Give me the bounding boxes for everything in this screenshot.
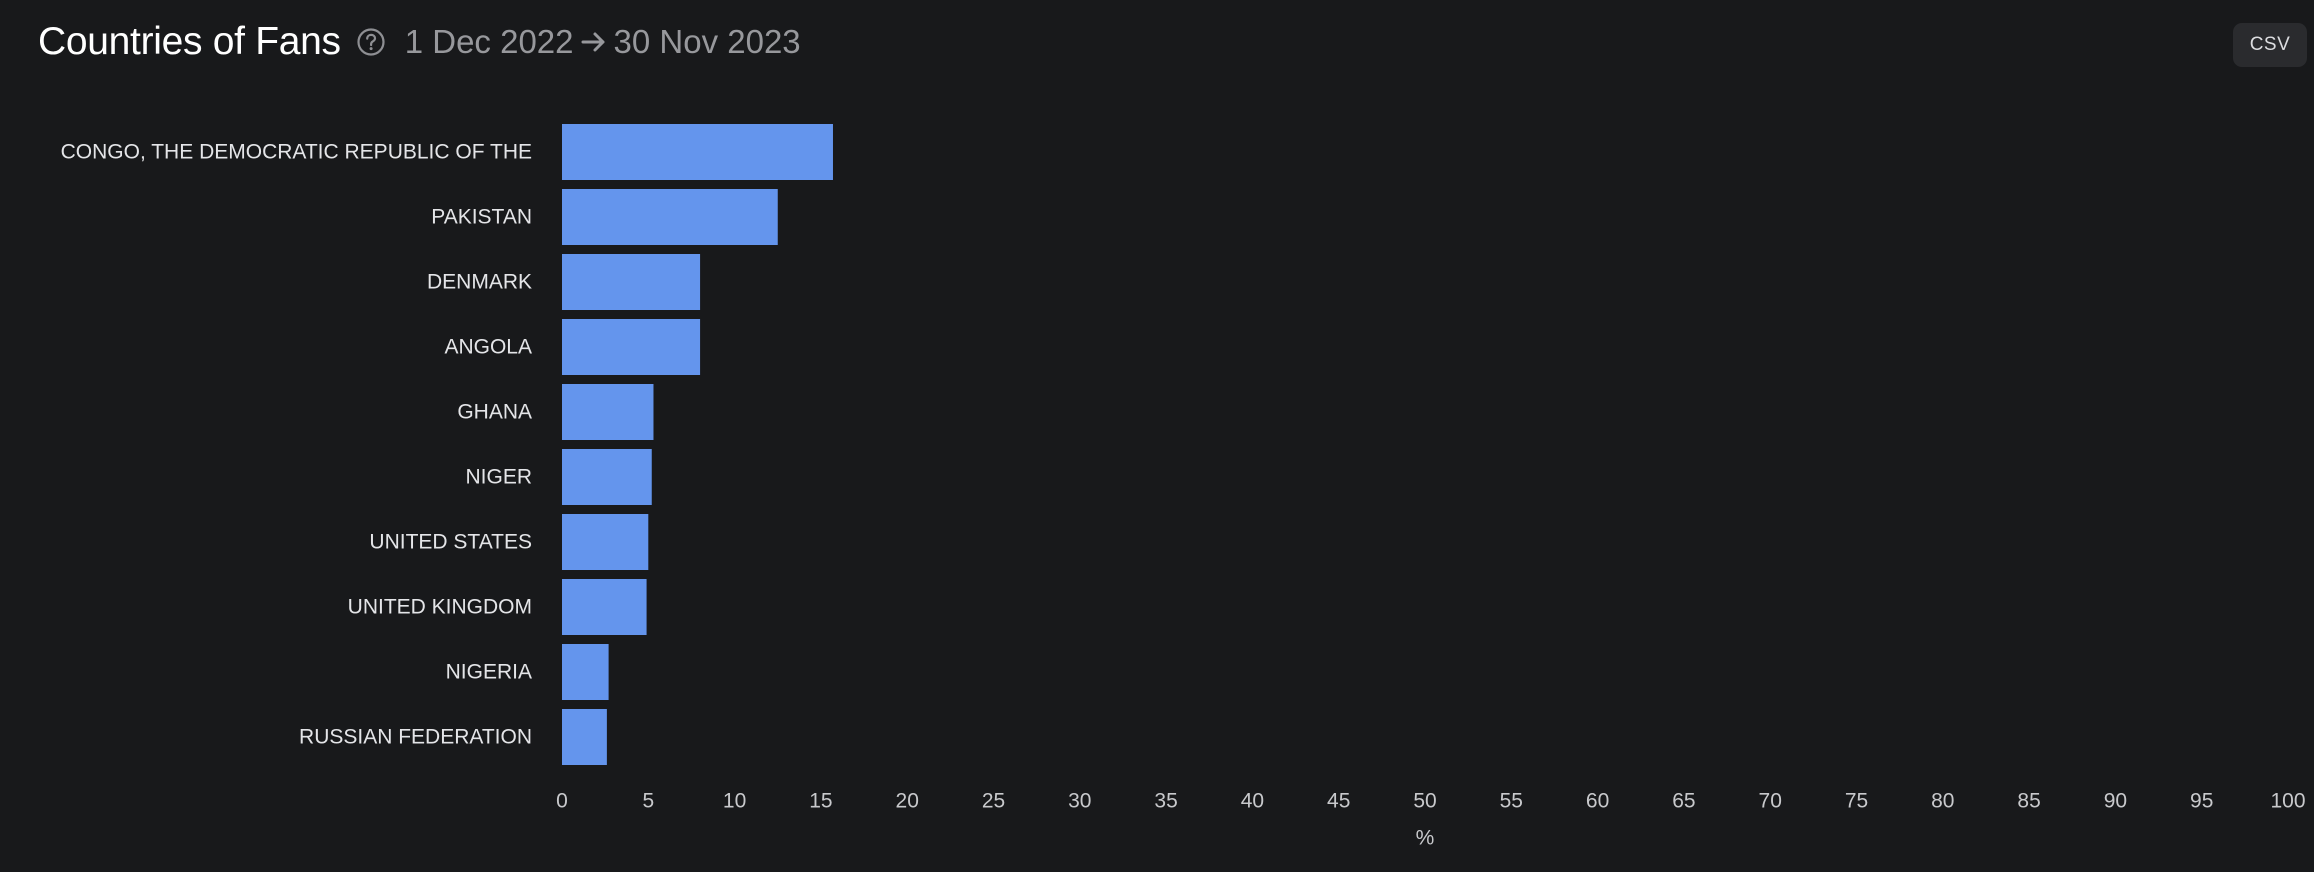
arrow-right-icon	[580, 29, 608, 55]
category-label: RUSSIAN FEDERATION	[299, 726, 532, 749]
question-circle-icon[interactable]	[356, 27, 386, 57]
category-label: GHANA	[457, 401, 532, 424]
x-tick-label: 95	[2190, 790, 2213, 813]
chart-header: Countries of Fans 1 Dec 2022 30 Nov 2023	[38, 18, 801, 66]
category-label: UNITED KINGDOM	[348, 596, 532, 619]
chart-bar	[562, 449, 652, 505]
x-tick-label: 60	[1586, 790, 1609, 813]
x-tick-label: 70	[1759, 790, 1782, 813]
x-tick-label: 100	[2270, 790, 2305, 813]
x-tick-label: 40	[1241, 790, 1264, 813]
chart-bar	[562, 319, 701, 375]
x-tick-label: 35	[1154, 790, 1177, 813]
category-label: NIGERIA	[446, 661, 532, 684]
x-tick-label: 5	[642, 790, 654, 813]
x-tick-label: 20	[896, 790, 919, 813]
chart-bar	[562, 254, 701, 310]
x-tick-label: 30	[1068, 790, 1091, 813]
chart-bar	[562, 189, 778, 245]
x-tick-label: 25	[982, 790, 1005, 813]
chart-bar	[562, 644, 609, 700]
x-tick-label: 15	[809, 790, 832, 813]
x-axis-label: %	[1416, 827, 1435, 850]
chart-bar	[562, 709, 607, 765]
page-title: Countries of Fans	[38, 20, 341, 63]
x-tick-label: 80	[1931, 790, 1954, 813]
x-tick-label: 0	[556, 790, 568, 813]
chart-bar	[562, 514, 649, 570]
x-tick-label: 65	[1672, 790, 1695, 813]
x-tick-label: 55	[1500, 790, 1523, 813]
x-tick-label: 45	[1327, 790, 1350, 813]
x-tick-label: 90	[2104, 790, 2127, 813]
x-tick-label: 10	[723, 790, 746, 813]
x-tick-label: 50	[1413, 790, 1436, 813]
date-range-start: 1 Dec 2022	[404, 23, 574, 60]
category-label: ANGOLA	[444, 336, 532, 359]
chart-bar	[562, 579, 647, 635]
date-range-end: 30 Nov 2023	[613, 23, 801, 60]
x-tick-label: 75	[1845, 790, 1868, 813]
category-label: UNITED STATES	[369, 531, 532, 554]
chart-bar	[562, 124, 833, 180]
x-tick-label: 85	[2017, 790, 2040, 813]
category-label: DENMARK	[427, 271, 532, 294]
category-label: PAKISTAN	[431, 206, 532, 229]
csv-export-button[interactable]: CSV	[2233, 23, 2307, 67]
chart-bar	[562, 384, 654, 440]
category-label: NIGER	[465, 466, 532, 489]
category-label: CONGO, THE DEMOCRATIC REPUBLIC OF THE	[61, 141, 532, 164]
date-range: 1 Dec 2022 30 Nov 2023	[405, 23, 801, 61]
